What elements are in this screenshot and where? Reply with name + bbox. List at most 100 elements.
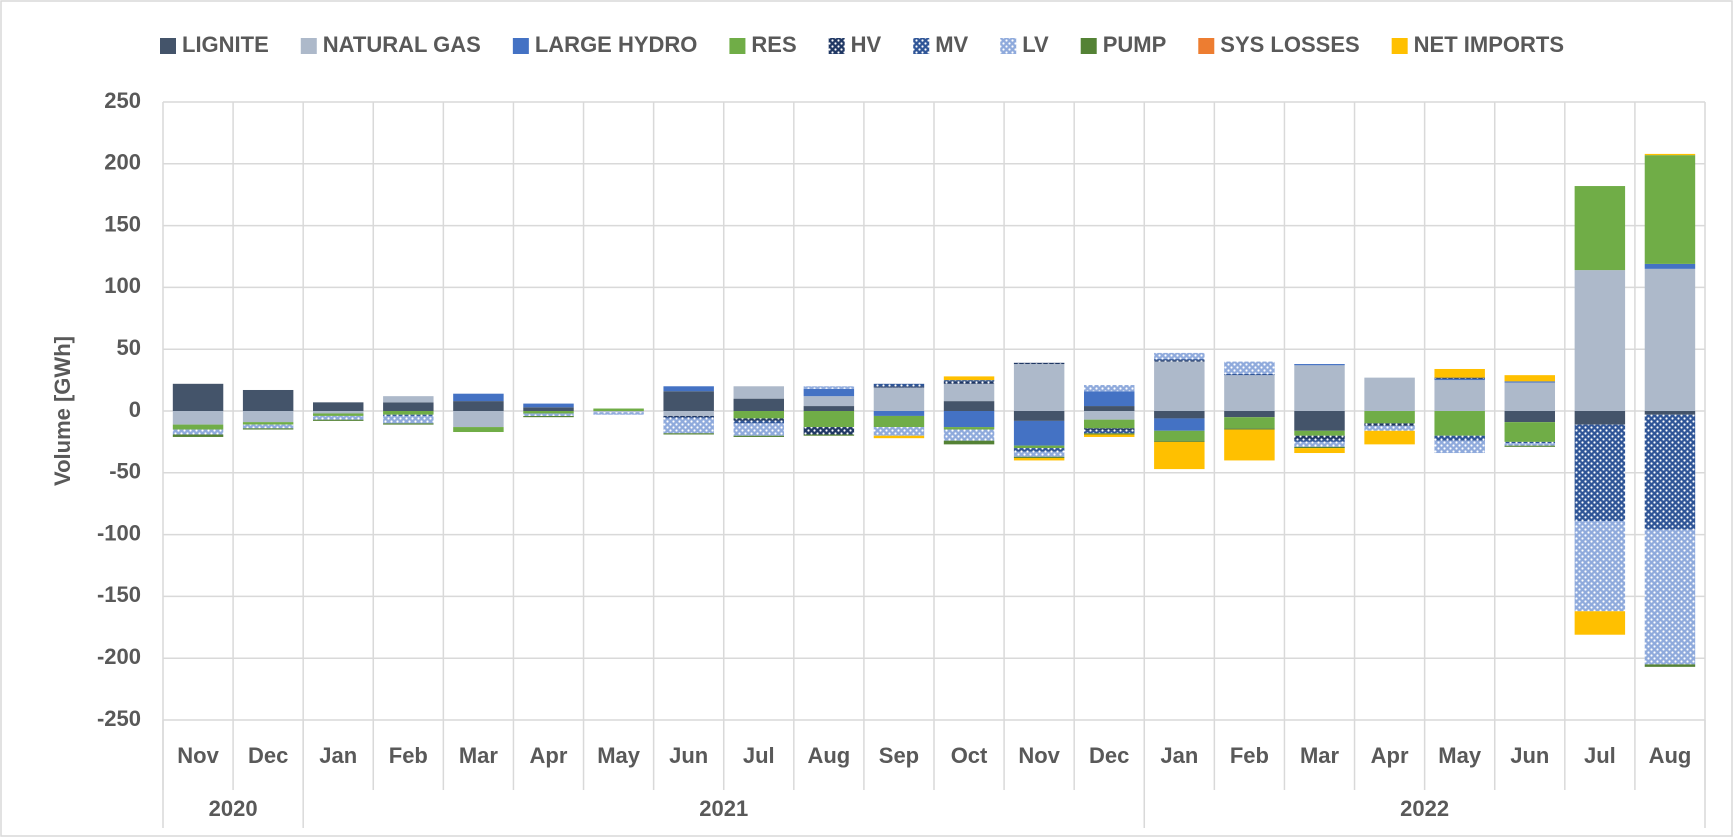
- bar-segment: [1364, 425, 1415, 431]
- bar-segment: [1644, 268, 1696, 411]
- bar-segment: [1504, 422, 1556, 442]
- bar-segment: [593, 412, 644, 415]
- bar-segment: [1013, 448, 1065, 452]
- bar-segment: [663, 433, 714, 435]
- bar-segment: [1434, 435, 1485, 441]
- bar-segment: [1013, 364, 1065, 411]
- x-tick-label: Sep: [879, 743, 919, 768]
- bar-segment: [943, 383, 995, 402]
- legend-label: SYS LOSSES: [1220, 32, 1359, 57]
- bar-segment: [1154, 352, 1205, 360]
- bar-segment: [242, 389, 294, 411]
- y-tick-label: -150: [97, 582, 141, 607]
- bar-segment: [1083, 385, 1135, 392]
- bar-segment: [1224, 361, 1275, 374]
- legend-label: LIGNITE: [182, 32, 269, 57]
- legend-swatch: [1000, 38, 1017, 54]
- bar-segment: [1013, 411, 1065, 421]
- bar-segment: [593, 408, 644, 411]
- bar-segment: [663, 391, 714, 411]
- bar-segment: [312, 411, 364, 414]
- bar-segment: [1083, 411, 1135, 420]
- bar-segment: [1013, 362, 1065, 365]
- bar-segment: [1013, 456, 1065, 458]
- bar-segment: [1083, 434, 1135, 437]
- x-tick-label: Jul: [1584, 743, 1616, 768]
- bar-segment: [1434, 440, 1485, 454]
- bar-segment: [1504, 441, 1556, 444]
- legend-swatch: [512, 38, 529, 54]
- bar-segment: [943, 381, 995, 384]
- bar-segment: [453, 427, 504, 433]
- x-tick-label: Jan: [319, 743, 357, 768]
- bar-segment: [1294, 411, 1345, 431]
- bar-segment: [1644, 153, 1696, 156]
- bar-segment: [803, 396, 855, 407]
- x-tick-label: Apr: [1371, 743, 1409, 768]
- bar-segment: [1154, 411, 1205, 419]
- bar-segment: [873, 427, 925, 436]
- bar-segment: [1083, 391, 1135, 407]
- bar-segment: [1013, 451, 1065, 457]
- legend-label: RES: [751, 32, 796, 57]
- bar-segment: [1434, 411, 1485, 436]
- bar-segment: [1224, 373, 1275, 376]
- x-tick-label: Aug: [1649, 743, 1692, 768]
- y-tick-label: -200: [97, 644, 141, 669]
- bar-segment: [523, 413, 574, 416]
- x-tick-label: Nov: [1018, 743, 1060, 768]
- bar-segment: [803, 386, 855, 389]
- bar-segment: [383, 411, 434, 415]
- x-tick-label: Apr: [530, 743, 568, 768]
- bar-segment: [663, 386, 714, 392]
- x-tick-label: May: [1438, 743, 1482, 768]
- x-tick-label: Feb: [389, 743, 428, 768]
- bar-segment: [1154, 441, 1205, 470]
- legend-swatch: [1198, 38, 1215, 54]
- bar-segment: [1013, 457, 1065, 461]
- bar-segment: [1504, 443, 1556, 446]
- bar-segment: [1574, 521, 1626, 612]
- bar-segment: [1644, 529, 1696, 665]
- bar-segment: [1574, 270, 1626, 411]
- x-tick-label: Jan: [1160, 743, 1198, 768]
- bar-segment: [663, 418, 714, 434]
- bar-segment: [312, 415, 364, 420]
- bar-segment: [1644, 411, 1696, 415]
- x-tick-label: Dec: [248, 743, 288, 768]
- bar-segment: [523, 411, 574, 414]
- legend-swatch: [1080, 38, 1097, 54]
- bar-segment: [1224, 417, 1275, 429]
- bar-segment: [1364, 423, 1415, 426]
- x-tick-label: Aug: [807, 743, 850, 768]
- bar-segment: [1224, 428, 1275, 430]
- bar-segment: [1083, 430, 1135, 434]
- bar-segment: [1154, 418, 1205, 431]
- bar-segment: [873, 435, 925, 439]
- bar-segment: [803, 434, 855, 436]
- bar-segment: [172, 411, 224, 425]
- bar-segment: [1644, 664, 1696, 667]
- bar-segment: [1504, 445, 1556, 447]
- y-axis-label: Volume [GWh]: [50, 336, 75, 486]
- x-tick-label: May: [597, 743, 641, 768]
- bar-segment: [172, 434, 224, 437]
- legend-swatch: [1391, 38, 1408, 54]
- bar-segment: [172, 429, 224, 435]
- y-tick-label: -250: [97, 706, 141, 731]
- y-tick-label: 250: [104, 88, 141, 113]
- bar-segment: [733, 423, 785, 436]
- bar-segment: [1224, 375, 1275, 411]
- legend-label: NATURAL GAS: [323, 32, 481, 57]
- legend-swatch: [729, 38, 746, 54]
- bar-segment: [1154, 360, 1205, 362]
- bar-segment: [1574, 411, 1626, 425]
- bar-segment: [1154, 361, 1205, 411]
- x-tick-label: Mar: [459, 743, 499, 768]
- bar-segment: [943, 429, 995, 441]
- legend-label: LARGE HYDRO: [535, 32, 698, 57]
- bar-segment: [1644, 263, 1696, 269]
- bar-segment: [873, 411, 925, 416]
- bar-segment: [943, 427, 995, 430]
